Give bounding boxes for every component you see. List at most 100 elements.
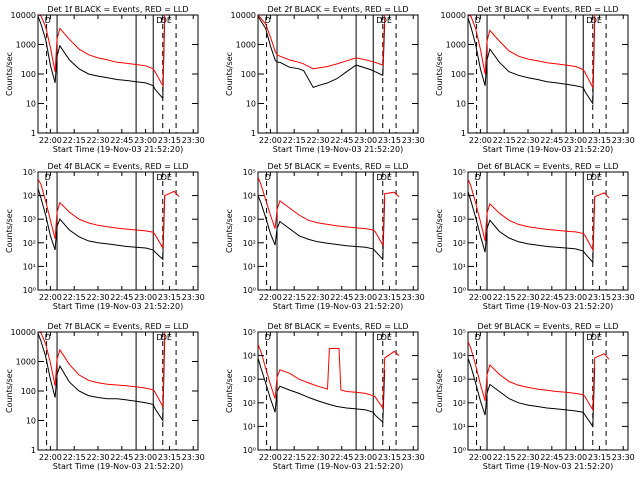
series-line-lld <box>38 332 166 409</box>
corner-label: DE <box>381 333 392 342</box>
corner-label: DE <box>381 173 392 182</box>
y-tick-label: 10³ <box>453 375 466 384</box>
x-tick-label: 23:00 <box>134 453 157 462</box>
corner-label: DE <box>591 173 602 182</box>
y-tick-label: 1000 <box>16 41 36 50</box>
plot-frame <box>257 331 419 451</box>
chart-title: Det 1f BLACK = Events, RED = LLD <box>47 5 188 14</box>
y-tick-label: 1 <box>31 446 36 455</box>
corner-label: DE <box>591 16 602 25</box>
y-tick-label: 10 <box>456 100 466 109</box>
y-tick-label: 10⁵ <box>243 168 256 177</box>
y-tick-label: 10¹ <box>23 262 36 271</box>
corner-label: D <box>45 173 51 182</box>
corner-label: D <box>156 333 162 342</box>
x-axis-label: Start Time (19-Nov-03 21:52:20) <box>483 462 613 471</box>
y-axis-label: Counts/sec <box>435 209 444 253</box>
corner-label: D <box>265 16 271 25</box>
x-axis-label: Start Time (19-Nov-03 21:52:20) <box>273 462 403 471</box>
corner-label: D <box>586 16 592 25</box>
x-tick-label: 22:45 <box>110 453 133 462</box>
y-tick-label: 1 <box>251 129 256 138</box>
chart-title: Det 2f BLACK = Events, RED = LLD <box>267 5 408 14</box>
y-axis-label: Counts/sec <box>225 209 234 253</box>
x-tick-label: 23:00 <box>354 453 377 462</box>
x-tick-label: 23:00 <box>564 453 587 462</box>
series-line-lld <box>258 177 400 247</box>
x-tick-label: 22:15 <box>63 136 86 145</box>
plot-frame <box>257 171 419 291</box>
x-tick-label: 22:45 <box>540 293 563 302</box>
chart-title: Det 8f BLACK = Events, RED = LLD <box>267 322 408 331</box>
chart-panel: 22:00 22:15 22:30 22:45 23:00 23:15 23:30 1 10 10… <box>435 5 635 154</box>
series-line-lld <box>468 341 610 412</box>
x-tick-label: 22:30 <box>86 293 109 302</box>
corner-label: D <box>475 333 481 342</box>
series-line-events <box>468 17 596 106</box>
x-tick-label: 23:15 <box>158 453 181 462</box>
corner-label: DE <box>591 333 602 342</box>
series-line-events <box>468 357 596 428</box>
x-tick-label: 22:30 <box>516 136 539 145</box>
x-tick-label: 23:30 <box>182 453 205 462</box>
x-tick-label: 22:45 <box>540 136 563 145</box>
x-tick-label: 23:30 <box>402 453 425 462</box>
y-axis-label: Counts/sec <box>5 52 14 96</box>
x-tick-label: 22:00 <box>39 136 62 145</box>
plot-frame <box>467 331 629 451</box>
y-tick-label: 10000 <box>11 11 36 20</box>
y-tick-label: 100 <box>451 70 466 79</box>
series-line-events <box>258 16 386 89</box>
x-axis-label: Start Time (19-Nov-03 21:52:20) <box>483 145 613 154</box>
corner-label: D <box>265 333 271 342</box>
y-tick-label: 10² <box>23 239 36 248</box>
x-tick-label: 22:45 <box>330 453 353 462</box>
x-tick-label: 23:15 <box>378 453 401 462</box>
plot-frame <box>37 171 199 291</box>
y-tick-label: 10² <box>453 399 466 408</box>
series-line-lld <box>258 15 386 70</box>
y-tick-label: 10¹ <box>243 262 256 271</box>
y-tick-label: 10⁵ <box>23 168 36 177</box>
corner-label: D <box>156 173 162 182</box>
x-tick-label: 22:00 <box>259 453 282 462</box>
x-tick-label: 22:00 <box>39 293 62 302</box>
series-line-events <box>468 191 596 264</box>
corner-label: D <box>586 173 592 182</box>
y-tick-label: 10⁰ <box>453 286 466 295</box>
chart-panel: 22:00 22:15 22:30 22:45 23:00 23:15 23:30 10⁰ 10… <box>435 162 635 311</box>
x-tick-label: 23:30 <box>612 453 635 462</box>
chart-panel: 22:00 22:15 22:30 22:45 23:00 23:15 23:30 10⁰ 10… <box>225 322 425 471</box>
x-tick-label: 22:45 <box>330 136 353 145</box>
x-axis-label: Start Time (19-Nov-03 21:52:20) <box>273 145 403 154</box>
corner-label: DE <box>161 16 172 25</box>
series-line-events <box>38 333 166 423</box>
y-tick-label: 1000 <box>16 358 36 367</box>
x-tick-label: 22:30 <box>306 136 329 145</box>
x-tick-label: 22:15 <box>493 136 516 145</box>
x-tick-label: 22:00 <box>39 453 62 462</box>
y-tick-label: 10³ <box>23 215 36 224</box>
series-line-events <box>258 195 386 261</box>
y-tick-label: 10⁵ <box>243 328 256 337</box>
y-tick-label: 10⁰ <box>243 286 256 295</box>
x-tick-label: 23:00 <box>564 136 587 145</box>
x-tick-label: 23:00 <box>354 293 377 302</box>
y-tick-label: 100 <box>241 70 256 79</box>
x-axis-label: Start Time (19-Nov-03 21:52:20) <box>273 302 403 311</box>
x-tick-label: 22:45 <box>110 136 133 145</box>
series-line-lld <box>468 178 610 252</box>
y-tick-label: 10 <box>26 100 36 109</box>
chart-title: Det 6f BLACK = Events, RED = LLD <box>477 162 618 171</box>
x-tick-label: 22:15 <box>283 453 306 462</box>
y-tick-label: 10³ <box>243 215 256 224</box>
x-tick-label: 22:00 <box>259 293 282 302</box>
x-tick-label: 22:00 <box>469 136 492 145</box>
x-tick-label: 23:15 <box>158 136 181 145</box>
x-tick-label: 23:15 <box>378 293 401 302</box>
x-tick-label: 23:15 <box>588 453 611 462</box>
y-tick-label: 10² <box>453 239 466 248</box>
corner-label: DE <box>381 16 392 25</box>
